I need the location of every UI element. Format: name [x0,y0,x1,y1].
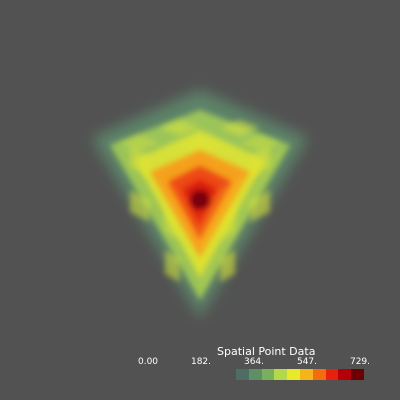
scalar-bar-swatch [351,369,364,380]
scalar-bar-tick-max: 729. [350,357,370,367]
scalar-bar-swatch [262,369,275,380]
scalar-bar-swatch [236,369,249,380]
scalar-bar-color-strip [236,369,364,380]
scalar-bar-swatch [338,369,351,380]
scalar-bar-swatch [300,369,313,380]
scalar-bar-tick-3: 547. [297,357,317,367]
scalar-bar-swatch [313,369,326,380]
scalar-bar-tick-min: 0.00 [138,357,158,367]
scalar-bar-tick-1: 182. [191,357,211,367]
scalar-bar-tick-2: 364. [244,357,264,367]
scalar-bar-swatch [274,369,287,380]
scalar-bar-swatch [249,369,262,380]
scalar-bar-swatch [326,369,339,380]
scalar-bar-swatch [287,369,300,380]
